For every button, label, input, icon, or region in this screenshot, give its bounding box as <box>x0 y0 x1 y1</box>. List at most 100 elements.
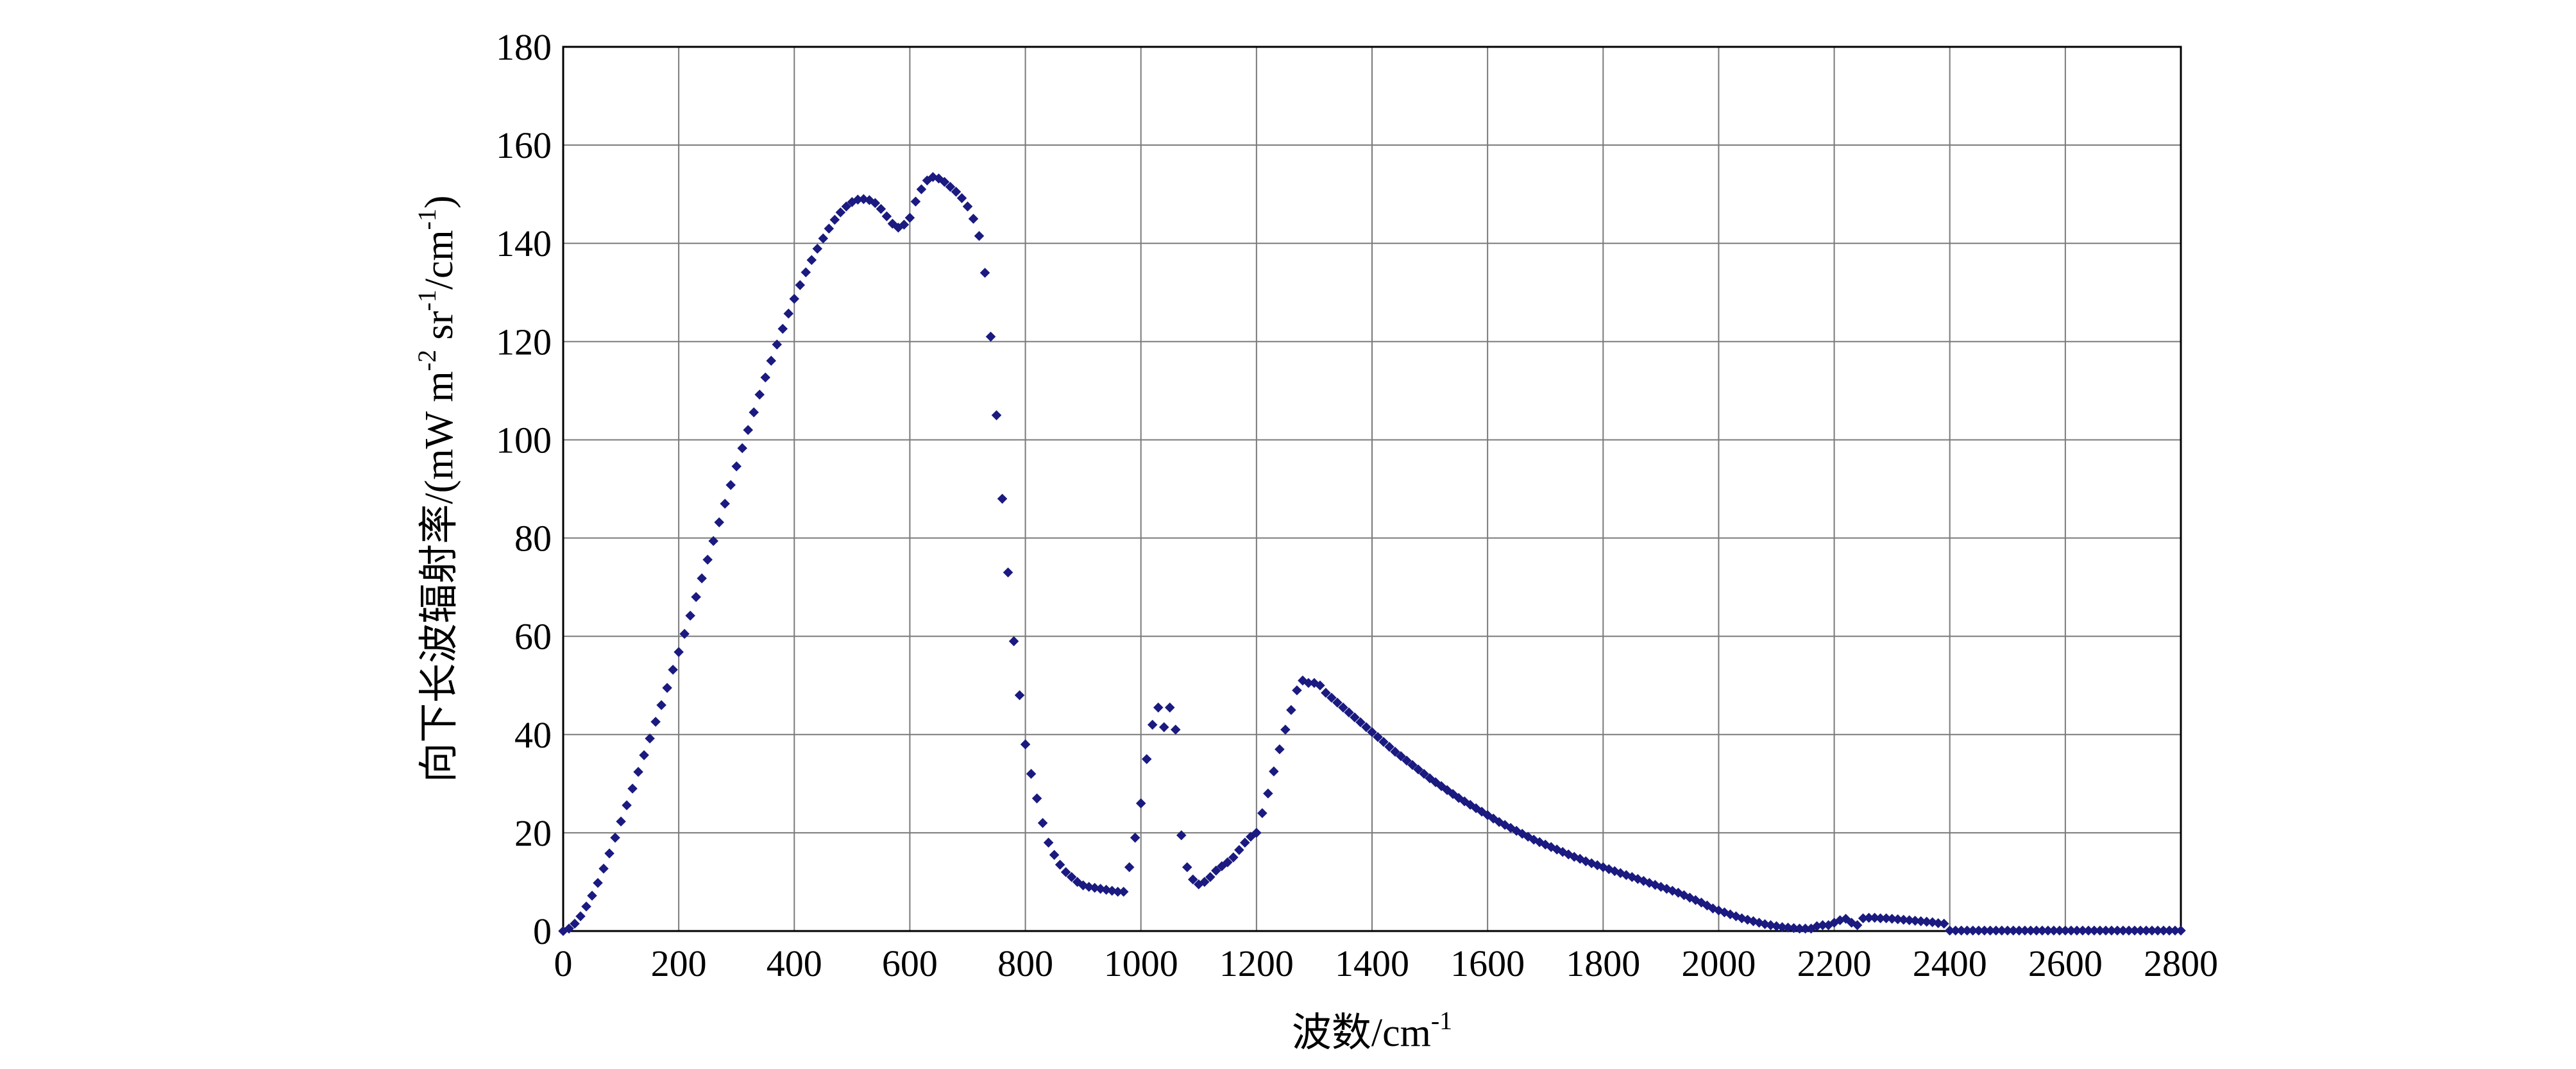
data-point <box>1003 567 1013 577</box>
data-point <box>616 816 626 827</box>
x-tick-label: 0 <box>554 943 573 984</box>
y-axis-title-part-4: ) <box>418 195 461 209</box>
data-point <box>662 683 672 693</box>
y-tick-label: 40 <box>514 714 552 756</box>
x-axis-title-text: 波数/cm <box>1292 1011 1431 1055</box>
data-point <box>1915 916 1926 927</box>
data-point <box>2089 925 2099 936</box>
data-point <box>1263 788 1273 799</box>
data-point <box>1910 916 1920 926</box>
data-point <box>2141 925 2151 936</box>
data-point <box>1344 707 1354 718</box>
data-point <box>702 554 713 565</box>
data-point <box>1240 837 1250 848</box>
data-point <box>564 923 574 934</box>
x-axis-title: 波数/cm-1 <box>1292 1006 1452 1055</box>
x-tick-label: 1600 <box>1450 943 1525 984</box>
x-axis-title-sup: -1 <box>1431 1006 1452 1035</box>
data-point <box>951 187 962 197</box>
data-point <box>1419 769 1429 779</box>
y-axis-title-sup-1: -2 <box>412 350 441 371</box>
y-tick-label: 120 <box>496 321 552 363</box>
x-tick-label: 2000 <box>1681 943 1756 984</box>
data-point <box>974 230 985 241</box>
data-point <box>1990 925 2001 936</box>
data-point <box>812 243 823 254</box>
y-tick-labels: 0 20 40 60 80 100 120 140 160 180 <box>496 26 552 952</box>
data-point <box>1794 923 1805 934</box>
data-point <box>997 493 1008 504</box>
data-point <box>627 783 638 794</box>
data-point <box>1135 798 1146 808</box>
x-tick-labels: 0 200 400 600 800 1000 1200 1400 1600 1800 2000 220… <box>554 943 2219 984</box>
data-point <box>1130 832 1140 843</box>
data-point <box>2037 925 2047 936</box>
data-point <box>1396 751 1406 762</box>
data-point <box>1413 764 1423 774</box>
data-point <box>1008 636 1019 647</box>
data-point <box>841 201 852 212</box>
data-point <box>2043 925 2053 936</box>
data-point <box>2130 925 2140 936</box>
x-tick-label: 2400 <box>1913 943 1987 984</box>
data-point <box>1147 719 1158 730</box>
data-point <box>714 517 724 527</box>
y-tick-label: 180 <box>496 26 552 68</box>
x-tick-label: 400 <box>767 943 822 984</box>
data-point <box>697 573 707 584</box>
data-point <box>2095 925 2105 936</box>
data-point <box>2164 925 2174 936</box>
data-point <box>806 255 817 266</box>
data-point <box>737 443 747 454</box>
data-point <box>1286 705 1296 715</box>
data-point <box>1967 925 1978 936</box>
x-tick-label: 800 <box>997 943 1053 984</box>
data-point <box>1350 712 1360 723</box>
data-point <box>2072 925 2082 936</box>
data-point <box>1933 918 1944 928</box>
data-point <box>1390 746 1400 757</box>
data-point <box>685 610 695 621</box>
data-point <box>1049 850 1060 860</box>
data-point <box>1205 872 1216 882</box>
data-point <box>904 212 915 223</box>
data-point <box>650 717 661 727</box>
data-point <box>2112 925 2123 936</box>
data-point <box>1124 862 1135 873</box>
data-point <box>1176 830 1187 841</box>
data-point <box>2078 925 2088 936</box>
data-point <box>725 480 736 490</box>
data-point <box>968 214 979 224</box>
data-point <box>818 233 829 244</box>
data-point <box>645 733 655 744</box>
data-point <box>633 767 643 777</box>
data-point <box>881 211 892 221</box>
x-tick-label: 2800 <box>2144 943 2218 984</box>
data-point <box>2008 925 2019 936</box>
data-point <box>743 425 754 435</box>
data-point <box>604 848 614 859</box>
data-point <box>1921 916 1932 927</box>
data-point <box>777 323 788 334</box>
data-point <box>1164 702 1175 713</box>
data-point <box>1384 742 1394 752</box>
data-point <box>575 911 586 921</box>
data-point <box>2031 925 2042 936</box>
data-point <box>1066 872 1077 882</box>
data-point <box>916 184 927 194</box>
data-point <box>1211 866 1221 876</box>
y-axis-title-part-1: 向下长波辐射率/(mW m <box>418 371 461 782</box>
data-point <box>1973 925 1984 936</box>
data-point <box>1402 755 1412 766</box>
data-point <box>876 203 886 214</box>
data-point <box>2066 925 2076 936</box>
x-tick-label: 2600 <box>2028 943 2103 984</box>
x-tick-label: 2200 <box>1797 943 1872 984</box>
data-point <box>720 499 730 509</box>
data-point <box>985 331 996 342</box>
data-point <box>795 280 806 291</box>
data-point <box>760 372 771 382</box>
data-point <box>2118 925 2128 936</box>
